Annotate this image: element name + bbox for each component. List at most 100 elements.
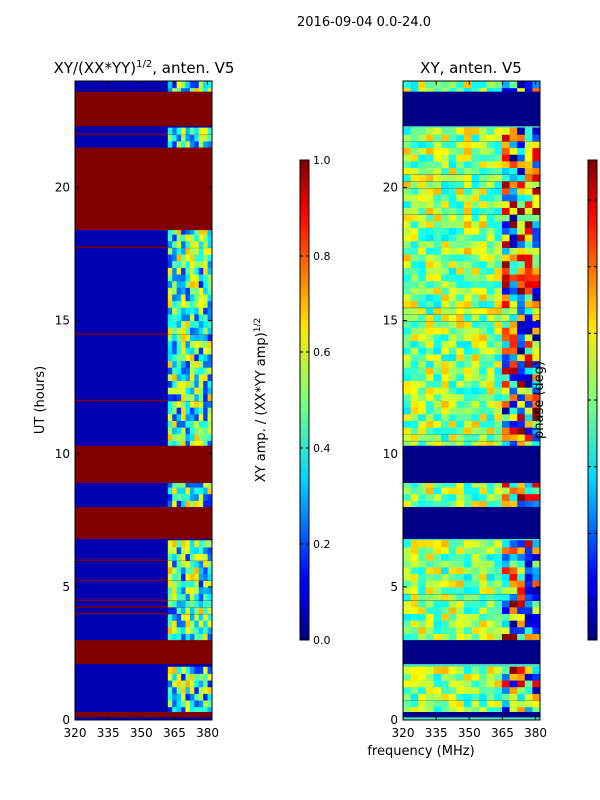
heatmap-cell [203,560,209,568]
heatmap-cell [418,546,427,555]
heatmap-cell [167,87,173,95]
heatmap-cell [463,214,472,222]
heatmap-cell [471,207,480,215]
heatmap-cell [172,313,178,322]
heatmap-cell [167,613,173,621]
heatmap-cell [181,260,186,268]
heatmap-cell [517,700,526,708]
heatmap-cell [471,666,480,674]
heatmap-cell [441,493,450,501]
heatmap-cell [172,287,178,295]
heatmap-cell [456,433,465,441]
heatmap-cell [479,420,488,428]
heatmap-cell [501,673,511,681]
heatmap-cell [463,606,472,614]
heatmap-cell [433,187,442,195]
heatmap-cell [194,666,200,674]
heatmap-cell [509,327,518,335]
heatmap-cell [456,493,465,501]
heatmap-cell [509,294,518,302]
heatmap-cell [486,254,495,262]
colorbar-tick-label: 0.0 [313,634,331,647]
heatmap-cell [463,254,472,262]
heatmap-cell [441,254,450,262]
heatmap-cell [207,240,212,248]
heatmap-cell [456,540,465,548]
heatmap-cell [524,413,533,421]
heatmap-cell [509,313,518,322]
heatmap-cell [524,407,533,415]
heatmap-cell [172,433,178,441]
heatmap-cell [448,433,457,441]
heatmap-cell [456,140,465,149]
heatmap-cell [456,427,465,435]
heatmap-cell [403,540,412,548]
heatmap-cell [418,207,427,215]
heatmap-cell [524,87,533,95]
heatmap-cell [425,160,434,169]
heatmap-cell [448,586,457,595]
heatmap-cell [532,680,540,688]
heatmap-cell [479,666,488,674]
heatmap-cell [509,147,518,155]
heatmap-cell [463,154,472,162]
heatmap-cell [494,480,503,488]
heatmap-cell [189,134,195,142]
heatmap-cell [517,593,526,601]
heatmap-cell [181,274,186,282]
heatmap-cell [532,373,540,382]
heatmap-cell [509,560,518,568]
heatmap-cell [441,274,450,282]
heatmap-cell [418,134,427,142]
heatmap-cell [418,200,427,208]
heatmap-cell [501,240,511,248]
heatmap-cell [410,500,419,508]
heatmap-cell [410,360,419,368]
heatmap-cell [167,393,173,401]
heatmap-cell [486,367,495,375]
heatmap-cell [172,347,178,355]
heatmap-cell [403,626,412,634]
x-tick-label: 350 [458,726,481,740]
heatmap-cell [410,400,419,408]
heatmap-cell [463,427,472,435]
heatmap-cell [479,307,488,315]
heatmap-cell [176,413,182,421]
heatmap-cell [425,147,434,155]
heatmap-cell [456,247,465,255]
heatmap-cell [425,580,434,588]
heatmap-cell [524,487,533,495]
heatmap-cell [425,234,434,242]
heatmap-cell [471,147,480,155]
heatmap-cell [167,387,173,395]
heatmap-cell [463,600,472,608]
heatmap-cell [509,613,518,621]
heatmap-cell [463,633,472,641]
heatmap-cell [198,280,204,288]
heatmap-cell [494,373,503,382]
heatmap-cell [425,500,434,508]
heatmap-cell [425,220,434,228]
heatmap-cell [185,573,191,581]
heatmap-cell [194,380,200,388]
heatmap-cell [479,360,488,368]
heatmap-cell [207,347,212,355]
heatmap-cell [198,553,204,561]
heatmap-cell [509,227,518,235]
heatmap-cell [403,81,412,89]
heatmap-cell [486,127,495,135]
heatmap-cell [194,553,200,561]
heatmap-cell [203,81,209,89]
heatmap-cell [403,580,412,588]
heatmap-cell [517,227,526,235]
heatmap-cell [167,254,173,262]
heatmap-cell [456,174,465,182]
heatmap-cell [532,87,540,95]
heatmap-cell [471,633,480,641]
heatmap-cell [517,546,526,555]
heatmap-cell [441,626,450,634]
heatmap-cell [194,606,200,614]
heatmap-cell [486,313,495,322]
heatmap-cell [403,353,412,362]
heatmap-cell [403,287,412,295]
